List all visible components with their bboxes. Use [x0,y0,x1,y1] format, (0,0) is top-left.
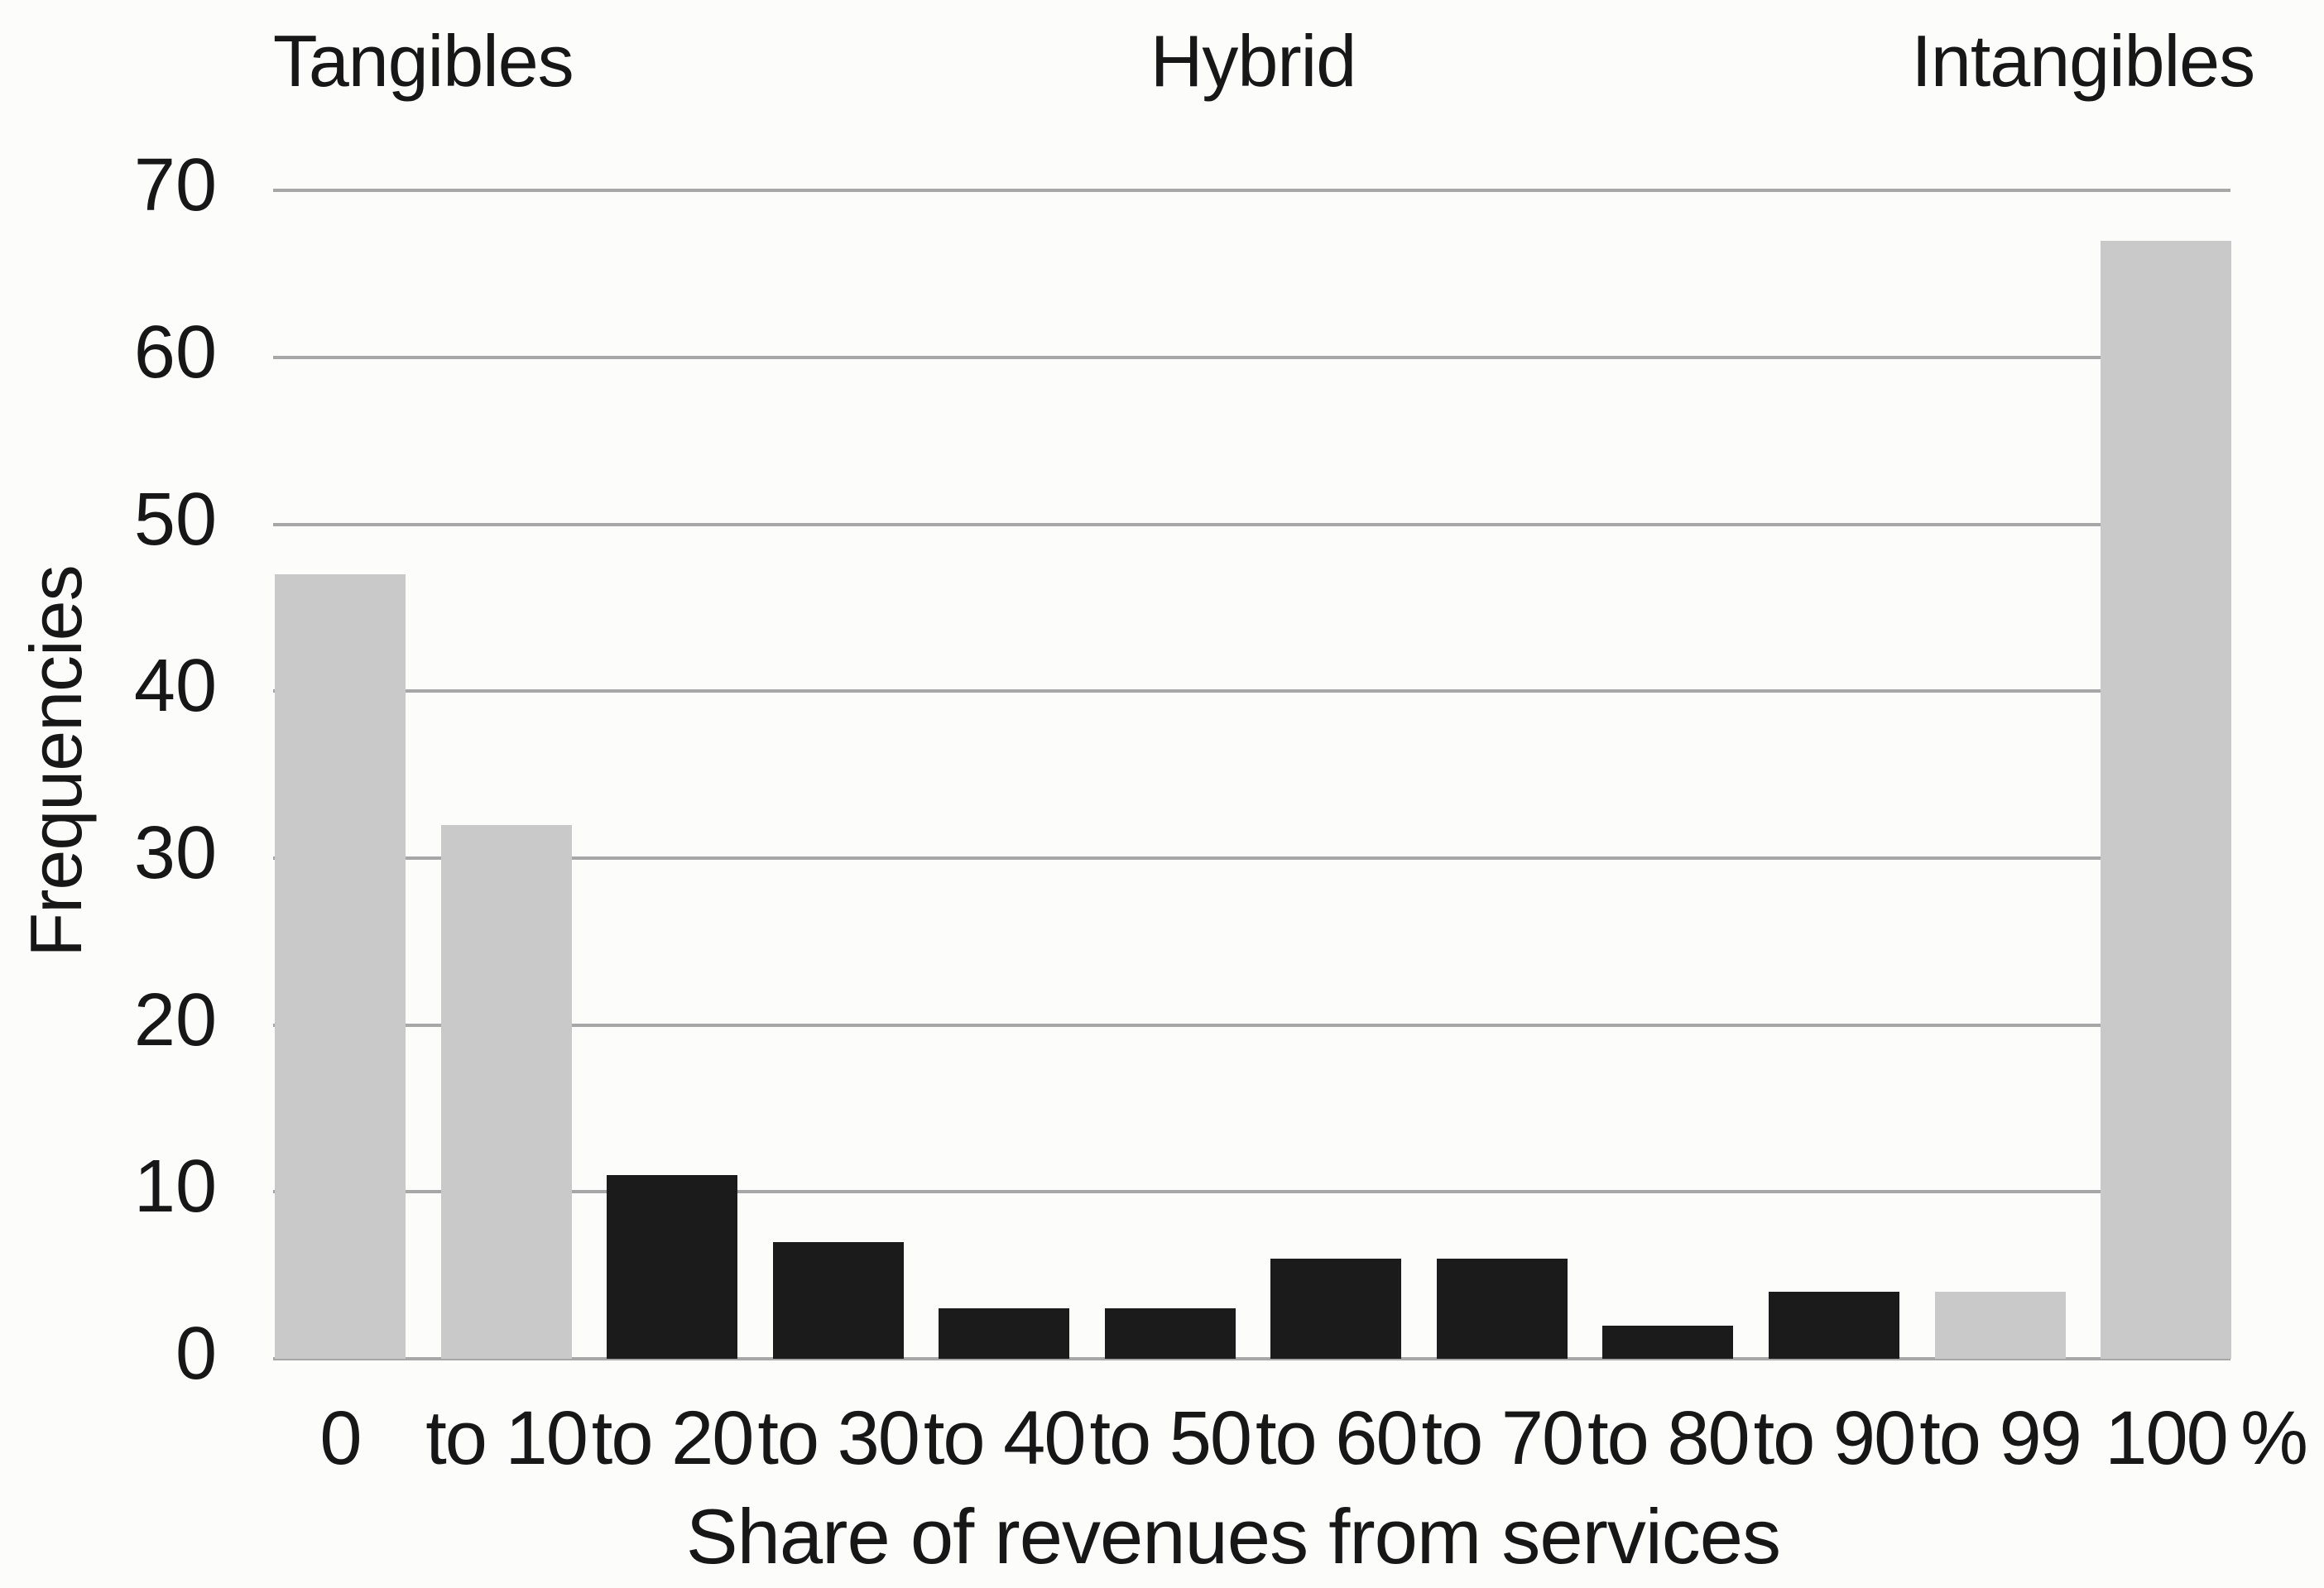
y-tick-label-0: 0 [175,1312,217,1395]
gridline-0 [273,1357,2230,1360]
bar-to-20 [607,1175,738,1359]
x-tick-label-to-80: to 80 [1587,1396,1750,1480]
bar-0 [275,574,406,1359]
bar-100 [2101,240,2232,1359]
x-tick-label-100: 100 [2105,1396,2229,1480]
bar-to-60 [1270,1258,1402,1359]
bar-to-10 [440,824,572,1359]
bar-to-30 [772,1241,904,1359]
group-label-tangibles: Tangibles [272,20,574,102]
x-tick-label-to-50: to 50 [1089,1396,1252,1480]
x-tick-label-0: 0 [319,1396,362,1480]
gridline-70 [273,189,2230,193]
gridline-50 [273,522,2230,526]
y-axis-title: Frequencies [15,565,97,957]
y-tick-label-10: 10 [133,1145,217,1229]
y-tick-label-20: 20 [133,978,217,1062]
group-label-hybrid: Hybrid [1150,20,1356,102]
x-tick-label-to-30: to 30 [757,1396,920,1480]
x-tick-label-to-60: to 60 [1255,1396,1419,1480]
gridline-20 [273,1023,2230,1027]
x-tick-label-to-10: to 10 [425,1396,588,1480]
x-tick-label-to-70: to 70 [1421,1396,1585,1480]
gridline-40 [273,689,2230,693]
y-tick-label-70: 70 [133,144,217,228]
y-tick-label-60: 60 [133,310,217,394]
bar-to-70 [1436,1258,1568,1359]
x-tick-label-to-99: to 99 [1919,1396,2082,1480]
x-tick-label-to-20: to 20 [591,1396,755,1480]
bar-to-90 [1768,1292,1899,1359]
x-axis-unit-label: % [2240,1396,2308,1480]
bar-to-40 [939,1308,1070,1359]
x-tick-label-to-90: to 90 [1753,1396,1917,1480]
bar-to-80 [1602,1325,1734,1359]
gridline-10 [273,1190,2230,1194]
bar-to-99 [1934,1292,2066,1359]
gridline-60 [273,355,2230,359]
bar-to-50 [1104,1308,1236,1359]
group-label-intangibles: Intangibles [1911,20,2255,102]
gridline-30 [273,856,2230,860]
x-axis-title: Share of revenues from services [685,1493,1781,1580]
y-tick-label-30: 30 [133,811,217,895]
y-tick-label-40: 40 [133,645,217,728]
x-tick-label-to-40: to 40 [923,1396,1087,1480]
y-tick-label-50: 50 [133,477,217,561]
